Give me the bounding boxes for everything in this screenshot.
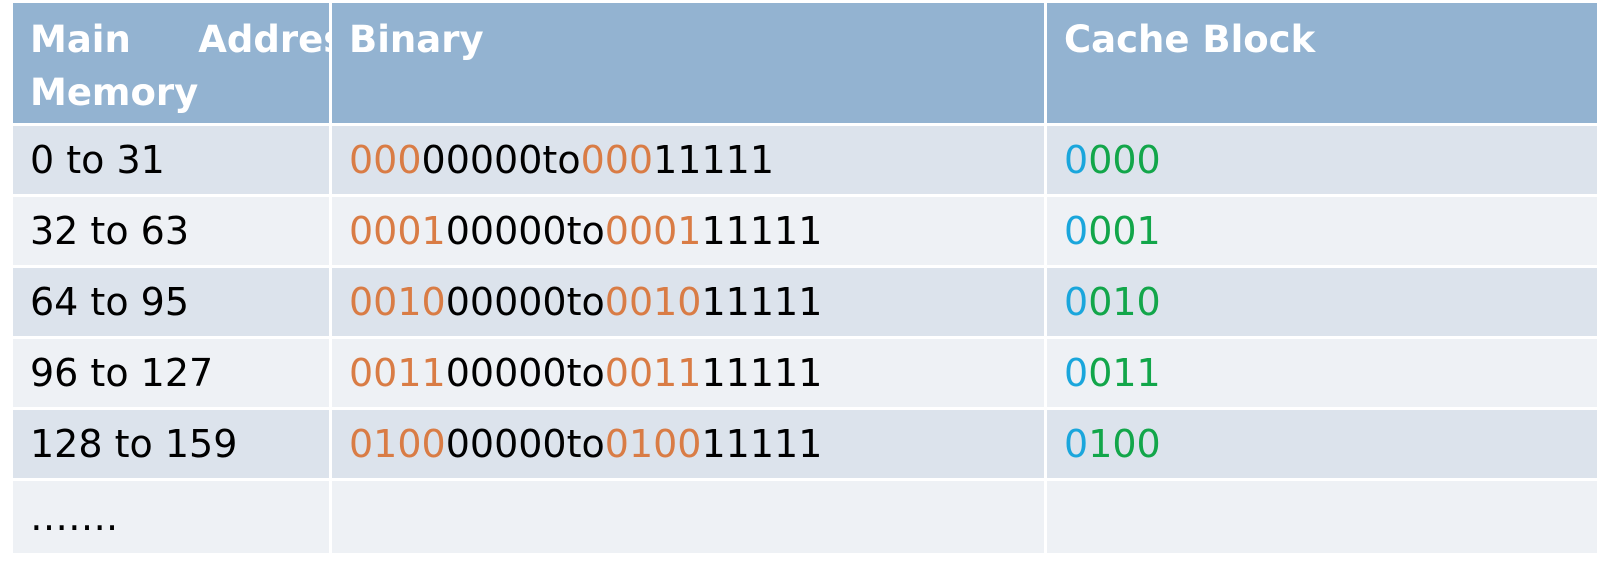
- table-row-binary: 0010 00000 to 0010 11111: [332, 268, 1044, 336]
- cache-block-green-bits: 001: [1088, 209, 1161, 253]
- address-range: 96 to 127: [30, 351, 214, 395]
- binary-start-tag: 000: [349, 138, 422, 182]
- table-row-binary: 0001 00000 to 0001 11111: [332, 197, 1044, 265]
- table-row-address-range: 32 to 63: [13, 197, 329, 265]
- header-col3-label: Cache Block: [1064, 18, 1316, 61]
- binary-end-offset: 11111: [653, 138, 774, 182]
- cache-block-blue-bit: 0: [1064, 422, 1089, 466]
- binary-start-offset: 00000: [421, 138, 543, 182]
- binary-end-offset: 11111: [701, 351, 823, 395]
- address-range: 0 to 31: [30, 138, 165, 182]
- binary-end-offset: 11111: [701, 209, 823, 253]
- header-col1-line1: Main Memory: [30, 18, 199, 114]
- memory-cache-table: Main Memory Addresses Binary Cache Block…: [13, 3, 1597, 559]
- binary-start-tag: 0100: [349, 422, 446, 466]
- binary-end-tag: 0010: [604, 280, 702, 324]
- binary-start-offset: 00000: [445, 422, 567, 466]
- header-col2-label: Binary: [349, 18, 484, 61]
- table-row-address-range: 96 to 127: [13, 339, 329, 407]
- table-row-empty-binary: [332, 481, 1044, 553]
- binary-end-tag: 0100: [604, 422, 702, 466]
- address-range: 32 to 63: [30, 209, 190, 253]
- binary-start-offset: 00000: [445, 280, 567, 324]
- cache-block-blue-bit: 0: [1064, 351, 1089, 395]
- cache-block-blue-bit: 0: [1064, 209, 1089, 253]
- address-range: 128 to 159: [30, 422, 238, 466]
- binary-end-tag: 0001: [604, 209, 702, 253]
- table-row-address-range: 64 to 95: [13, 268, 329, 336]
- binary-start-tag: 0010: [349, 280, 446, 324]
- cache-block-green-bits: 000: [1088, 138, 1161, 182]
- table-row-cache-block: 0 001: [1047, 197, 1597, 265]
- binary-connector: to: [566, 209, 605, 253]
- binary-end-offset: 11111: [701, 280, 823, 324]
- header-main-memory-addresses: Main Memory Addresses: [13, 3, 414, 123]
- table-row-binary: 0100 00000 to 0100 11111: [332, 410, 1044, 478]
- table-row-address-range: 0 to 31: [13, 126, 329, 194]
- binary-start-tag: 0001: [349, 209, 446, 253]
- table-row-cache-block: 0 100: [1047, 410, 1597, 478]
- binary-start-offset: 00000: [445, 351, 567, 395]
- table-row-cache-block: 0 010: [1047, 268, 1597, 336]
- table-row-cache-block: 0 011: [1047, 339, 1597, 407]
- header-cache-block: Cache Block: [1047, 3, 1597, 123]
- cache-block-green-bits: 100: [1088, 422, 1161, 466]
- table-row-binary: 0011 00000 to 0011 11111: [332, 339, 1044, 407]
- table-row-address-range: 128 to 159: [13, 410, 329, 478]
- binary-end-tag: 000: [580, 138, 654, 182]
- binary-connector: to: [542, 138, 581, 182]
- binary-connector: to: [566, 422, 605, 466]
- binary-start-offset: 00000: [445, 209, 567, 253]
- address-range: 64 to 95: [30, 280, 190, 324]
- binary-connector: to: [566, 280, 605, 324]
- binary-start-tag: 0011: [349, 351, 446, 395]
- table-row-binary: 000 00000 to 000 11111: [332, 126, 1044, 194]
- cache-block-green-bits: 011: [1088, 351, 1161, 395]
- ellipsis-text: …….: [30, 495, 119, 539]
- cache-block-blue-bit: 0: [1064, 280, 1089, 324]
- binary-end-offset: 11111: [701, 422, 823, 466]
- cache-block-green-bits: 010: [1088, 280, 1161, 324]
- table-row-cache-block: 0 000: [1047, 126, 1597, 194]
- binary-end-tag: 0011: [604, 351, 702, 395]
- binary-connector: to: [566, 351, 605, 395]
- table-row-ellipsis: …….: [13, 481, 329, 553]
- header-binary: Binary: [332, 3, 1044, 123]
- table-row-empty-cache-block: [1047, 481, 1597, 553]
- cache-block-blue-bit: 0: [1064, 138, 1089, 182]
